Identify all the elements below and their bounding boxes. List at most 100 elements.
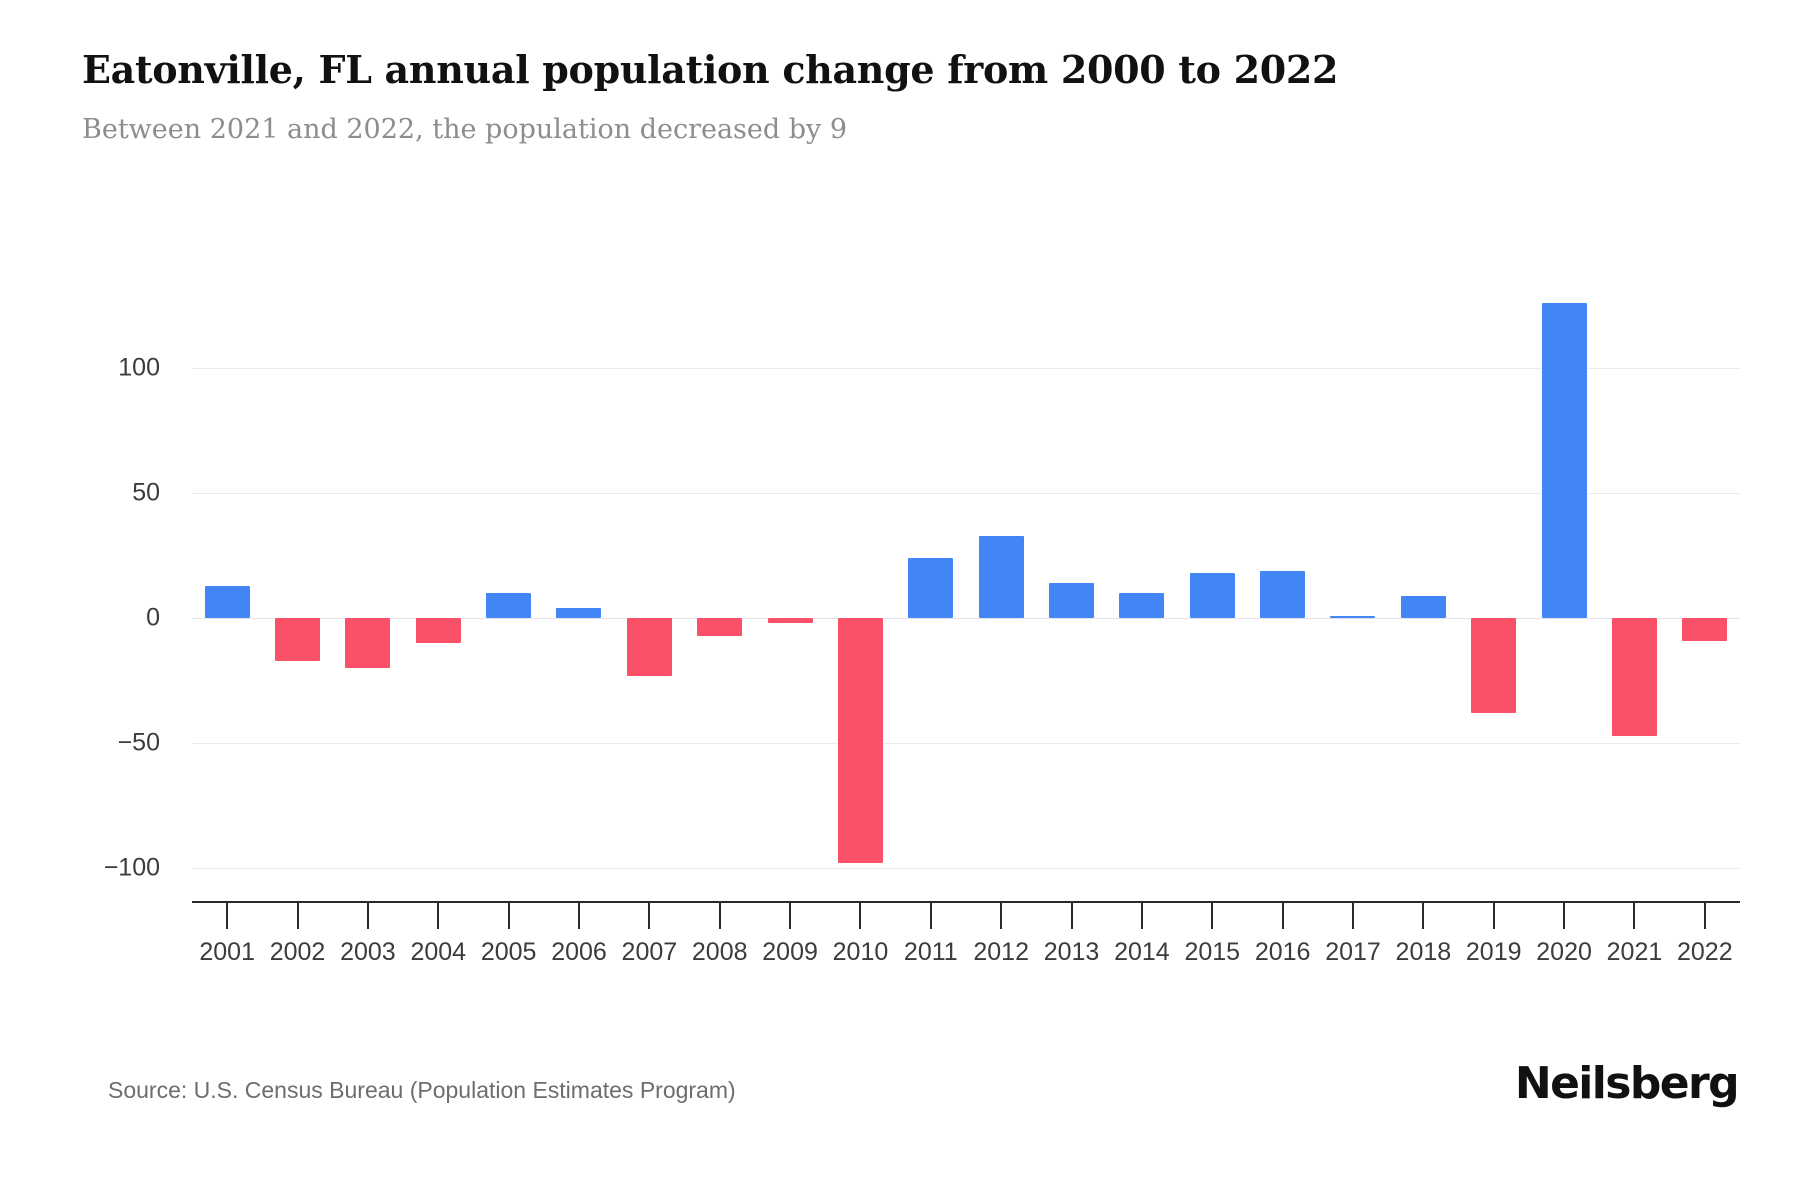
bar-2020[interactable] — [1541, 303, 1587, 618]
x-tick-label-2002: 2002 — [269, 938, 326, 966]
y-tick-label: 100 — [118, 353, 160, 382]
x-tick-mark — [789, 901, 792, 929]
x-tick-mark — [929, 901, 932, 929]
x-tick-label-2013: 2013 — [1043, 938, 1100, 966]
x-tick-label-2012: 2012 — [973, 938, 1029, 966]
bar-2013[interactable] — [1049, 583, 1095, 618]
y-tick-label: −50 — [117, 728, 160, 757]
chart-subtitle: Between 2021 and 2022, the population de… — [82, 113, 848, 145]
page-title: Eatonville, FL annual population change … — [82, 47, 1339, 92]
x-tick-label-2004: 2004 — [410, 938, 467, 966]
x-tick-mark — [507, 901, 510, 929]
bar-2008[interactable] — [697, 618, 743, 636]
y-tick-label: 0 — [146, 603, 160, 632]
chart-header: Eatonville, FL annual population change … — [82, 48, 1740, 145]
bar-slot — [544, 0, 614, 1200]
x-tick-mark — [1563, 901, 1566, 929]
bar-slot — [1599, 0, 1669, 1200]
x-tick-label-2009: 2009 — [762, 938, 818, 966]
bar-slot — [333, 0, 403, 1200]
bar-2018[interactable] — [1400, 595, 1446, 618]
bar-2017[interactable] — [1330, 615, 1376, 618]
x-tick-mark — [718, 901, 721, 929]
bar-slot — [1318, 0, 1388, 1200]
x-tick-label-2003: 2003 — [340, 938, 396, 966]
x-tick-mark — [1703, 901, 1706, 929]
bar-slot — [1036, 0, 1106, 1200]
bar-slot — [1459, 0, 1529, 1200]
bar-slot — [1107, 0, 1177, 1200]
x-tick-mark — [1422, 901, 1425, 929]
x-tick-label-2017: 2017 — [1325, 938, 1381, 966]
bar-slot — [685, 0, 755, 1200]
bar-2004[interactable] — [415, 618, 461, 643]
y-tick-label: −100 — [103, 853, 160, 882]
x-tick-mark — [648, 901, 651, 929]
x-tick-label-2014: 2014 — [1114, 938, 1170, 966]
bar-slot — [1247, 0, 1317, 1200]
bar-2010[interactable] — [837, 618, 883, 863]
bar-2019[interactable] — [1471, 618, 1517, 713]
x-tick-mark — [1140, 901, 1143, 929]
gridline--100 — [192, 868, 1740, 869]
bar-slot — [1388, 0, 1458, 1200]
bar-slot — [825, 0, 895, 1200]
bar-slot — [896, 0, 966, 1200]
x-tick-label-2022: 2022 — [1677, 938, 1733, 966]
bar-2009[interactable] — [767, 618, 813, 623]
x-axis-line — [192, 901, 1740, 903]
x-tick-label-2016: 2016 — [1254, 938, 1311, 966]
bar-slot — [966, 0, 1036, 1200]
bar-2006[interactable] — [556, 608, 602, 618]
bar-2012[interactable] — [978, 535, 1024, 618]
x-tick-mark — [1633, 901, 1636, 929]
brand-logo: Neilsberg — [1514, 1058, 1740, 1109]
x-tick-mark — [1492, 901, 1495, 929]
bars-group — [192, 0, 1740, 1200]
bar-2002[interactable] — [275, 618, 321, 661]
x-tick-mark — [578, 901, 580, 929]
x-tick-label-2010: 2010 — [832, 938, 889, 966]
x-tick-label-2005: 2005 — [480, 938, 537, 966]
x-tick-label-2008: 2008 — [691, 938, 748, 966]
bar-2001[interactable] — [204, 585, 250, 618]
bar-2011[interactable] — [908, 558, 954, 618]
y-tick-label: 50 — [132, 478, 160, 507]
x-tick-mark — [366, 901, 369, 929]
x-tick-label-2011: 2011 — [903, 938, 958, 966]
x-tick-label-2001: 2001 — [199, 938, 255, 966]
bar-slot — [403, 0, 473, 1200]
source-note: Source: U.S. Census Bureau (Population E… — [108, 1077, 736, 1103]
x-tick-label-2006: 2006 — [551, 938, 607, 966]
x-tick-mark — [1000, 901, 1003, 929]
x-tick-label-2020: 2020 — [1536, 938, 1592, 966]
bar-2015[interactable] — [1189, 573, 1235, 618]
bar-slot — [262, 0, 332, 1200]
x-tick-mark — [296, 901, 299, 929]
x-tick-mark — [1352, 901, 1354, 929]
gridline-0 — [192, 618, 1740, 619]
x-tick-mark — [1281, 901, 1284, 929]
bar-2022[interactable] — [1682, 618, 1728, 641]
bar-slot — [1529, 0, 1599, 1200]
x-tick-label-2007: 2007 — [621, 938, 678, 966]
bar-2021[interactable] — [1611, 618, 1657, 736]
x-tick-mark — [226, 901, 229, 929]
bar-2005[interactable] — [486, 593, 532, 618]
bar-2007[interactable] — [626, 618, 672, 676]
bar-2003[interactable] — [345, 618, 391, 668]
bar-slot — [614, 0, 684, 1200]
bar-slot — [192, 0, 262, 1200]
x-tick-label-2021: 2021 — [1606, 938, 1663, 966]
gridline--50 — [192, 743, 1740, 744]
bar-2014[interactable] — [1119, 593, 1165, 618]
x-tick-label-2015: 2015 — [1184, 938, 1241, 966]
gridline-50 — [192, 493, 1740, 494]
x-tick-mark — [859, 901, 862, 929]
bar-2016[interactable] — [1260, 570, 1306, 618]
bar-slot — [755, 0, 825, 1200]
x-tick-label-2018: 2018 — [1395, 938, 1452, 966]
bar-slot — [1177, 0, 1247, 1200]
